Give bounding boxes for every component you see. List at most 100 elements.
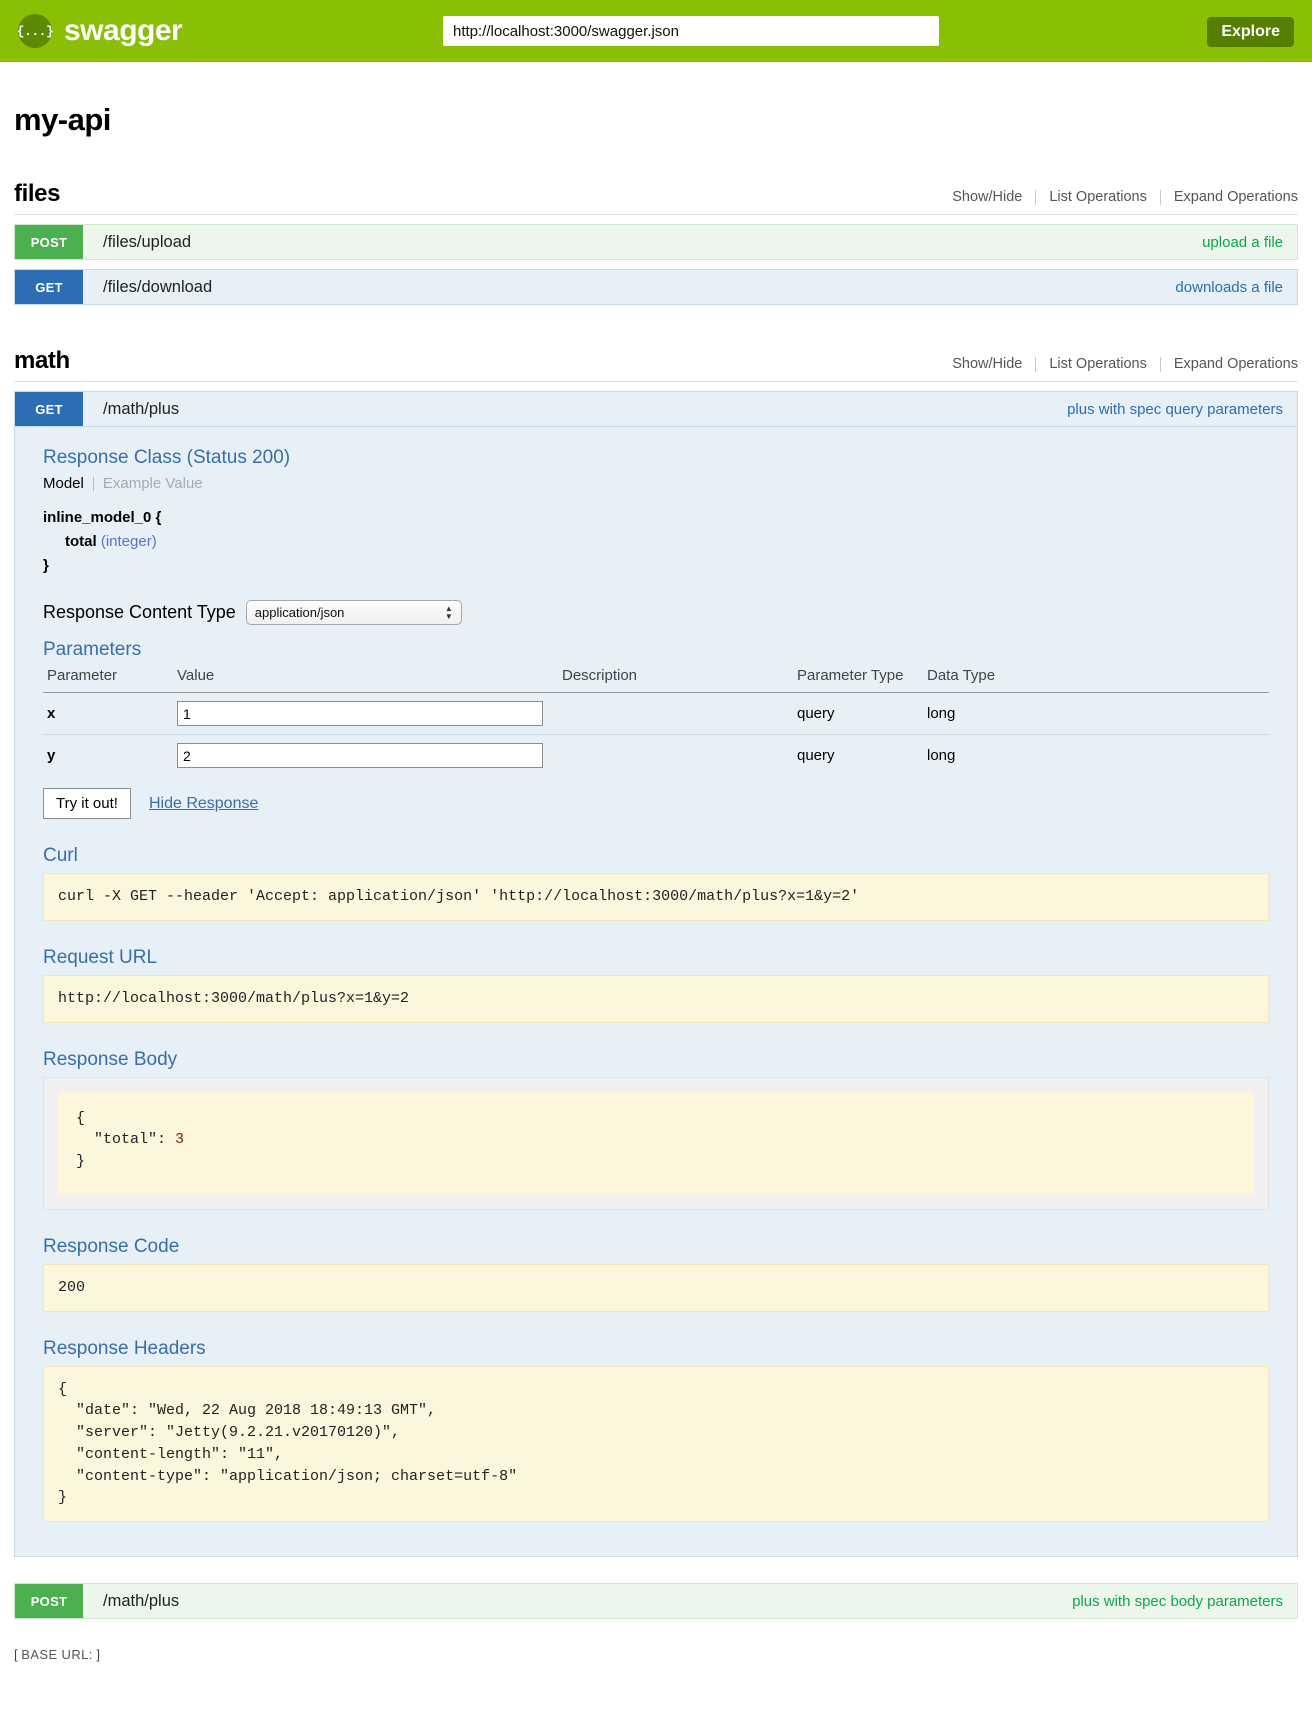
chevron-updown-icon: ▲ ▼ [444, 603, 453, 621]
operation-path[interactable]: /files/upload [103, 232, 192, 251]
try-it-out-button[interactable]: Try it out! [43, 788, 131, 819]
response-class-title: Response Class (Status 200) [43, 447, 291, 468]
model-open: inline_model_0 { [43, 509, 162, 526]
expand-operations-link-math[interactable]: Expand Operations [1173, 356, 1298, 372]
table-header-row: Parameter Value Description Parameter Ty… [43, 665, 1269, 693]
operation-summary[interactable]: downloads a file [1175, 278, 1283, 296]
options-divider [1159, 356, 1161, 372]
request-url: http://localhost:3000/math/plus?x=1&y=2 [43, 974, 1269, 1023]
spec-url-input[interactable] [443, 16, 939, 46]
options-divider [1035, 189, 1037, 205]
swagger-logo-icon: {...} [17, 14, 54, 48]
operation-path[interactable]: /files/download [103, 277, 213, 296]
operation-summary[interactable]: plus with spec body parameters [1072, 1592, 1283, 1610]
explore-button[interactable]: Explore [1207, 17, 1294, 47]
brand: {...} swagger [17, 14, 183, 48]
operation-path[interactable]: /math/plus [103, 399, 180, 418]
curl-command: curl -X GET --header 'Accept: applicatio… [43, 873, 1269, 921]
response-body-container: { "total": 3 } [43, 1076, 1269, 1210]
parameters-title: Parameters [43, 639, 142, 660]
resource-header: files Show/Hide List Operations Expand O… [14, 180, 1298, 215]
page-title: my-api [14, 102, 111, 137]
tab-divider [92, 476, 94, 491]
table-row: y query long [43, 735, 1269, 777]
table-row: x query long [43, 692, 1269, 735]
response-body: { "total": 3 } [58, 1091, 1254, 1195]
method-badge: POST [15, 1584, 83, 1618]
operation-details: Response Class (Status 200) Model Exampl… [14, 427, 1298, 1557]
resource-name-math[interactable]: math [14, 347, 70, 374]
method-badge: GET [15, 270, 83, 304]
col-data-type: Data Type [923, 665, 1269, 693]
operation-post-files-upload[interactable]: POST /files/upload upload a file [14, 224, 1298, 260]
response-headers: { "date": "Wed, 22 Aug 2018 18:49:13 GMT… [43, 1365, 1269, 1522]
swagger-topbar: {...} swagger Explore [0, 0, 1312, 62]
operation-header[interactable]: GET /math/plus plus with spec query para… [14, 391, 1298, 427]
param-input-x[interactable] [177, 701, 543, 726]
response-content-type-row: Response Content Type application/json ▲… [43, 600, 1269, 625]
footer-base-url: [ BASE URL: ] [14, 1647, 1298, 1662]
parameters-table: Parameter Value Description Parameter Ty… [43, 665, 1269, 776]
operation-post-math-plus[interactable]: POST /math/plus plus with spec body para… [14, 1583, 1298, 1619]
model-tabs: Model Example Value [43, 475, 1269, 492]
operation-path[interactable]: /math/plus [103, 1591, 180, 1610]
response-content-type-label: Response Content Type [43, 602, 236, 622]
operation-actions: Try it out! Hide Response [43, 788, 1269, 819]
param-datatype-x: long [923, 692, 1269, 735]
operation-header[interactable]: POST /math/plus plus with spec body para… [14, 1583, 1298, 1619]
show-hide-link-files[interactable]: Show/Hide [952, 189, 1023, 205]
operation-header[interactable]: POST /files/upload upload a file [14, 224, 1298, 260]
options-divider [1035, 356, 1037, 372]
footer-close-bracket: ] [96, 1647, 101, 1662]
footer-open-bracket: [ [14, 1647, 18, 1662]
col-value: Value [173, 665, 558, 693]
resource-name-files[interactable]: files [14, 180, 61, 207]
response-body-value: 3 [175, 1131, 185, 1149]
response-body-open: { [76, 1109, 86, 1127]
list-operations-link-math[interactable]: List Operations [1049, 356, 1147, 372]
col-description: Description [558, 665, 793, 693]
model-property-name: total [65, 533, 97, 550]
footer-base-url-label: BASE URL: [21, 1647, 93, 1662]
param-value-cell-x [173, 692, 558, 735]
operation-summary[interactable]: upload a file [1202, 233, 1283, 251]
operation-header[interactable]: GET /files/download downloads a file [14, 269, 1298, 305]
expand-operations-link-files[interactable]: Expand Operations [1173, 189, 1298, 205]
param-description-x [558, 692, 793, 735]
brand-name: swagger [64, 14, 183, 47]
resource-header: math Show/Hide List Operations Expand Op… [14, 347, 1298, 382]
resource-math: math Show/Hide List Operations Expand Op… [14, 347, 1298, 1619]
response-code-title: Response Code [43, 1235, 180, 1257]
model-property-type: (integer) [100, 533, 157, 550]
col-parameter-type: Parameter Type [793, 665, 923, 693]
resource-options: Show/Hide List Operations Expand Operati… [939, 356, 1298, 372]
list-operations-link-files[interactable]: List Operations [1049, 189, 1147, 205]
operation-get-math-plus[interactable]: GET /math/plus plus with spec query para… [14, 391, 1298, 1557]
param-name-y: y [47, 747, 56, 764]
col-parameter: Parameter [43, 665, 173, 693]
param-type-x: query [793, 692, 923, 735]
show-hide-link-math[interactable]: Show/Hide [952, 356, 1023, 372]
response-headers-title: Response Headers [43, 1337, 206, 1359]
operation-get-files-download[interactable]: GET /files/download downloads a file [14, 269, 1298, 305]
resource-files: files Show/Hide List Operations Expand O… [14, 180, 1298, 305]
tab-model[interactable]: Model [43, 475, 84, 492]
response-content-type-select[interactable]: application/json ▲ ▼ [245, 600, 462, 625]
resource-options: Show/Hide List Operations Expand Operati… [939, 189, 1298, 205]
param-datatype-y: long [927, 747, 956, 764]
response-code: 200 [43, 1263, 1269, 1312]
request-url-title: Request URL [43, 946, 158, 968]
model-close: } [43, 557, 49, 574]
operation-summary[interactable]: plus with spec query parameters [1067, 400, 1283, 418]
hide-response-link[interactable]: Hide Response [148, 794, 259, 812]
curl-title: Curl [43, 845, 78, 866]
param-input-y[interactable] [177, 743, 543, 768]
page-content: my-api files Show/Hide List Operations E… [0, 102, 1312, 1662]
response-body-key: "total": [76, 1131, 176, 1149]
response-body-title: Response Body [43, 1048, 178, 1070]
param-description-y [558, 735, 793, 777]
tab-example-value[interactable]: Example Value [102, 475, 203, 492]
model-signature: inline_model_0 { total (integer) } [43, 506, 1269, 578]
options-divider [1159, 189, 1161, 205]
param-name-x: x [43, 692, 173, 735]
